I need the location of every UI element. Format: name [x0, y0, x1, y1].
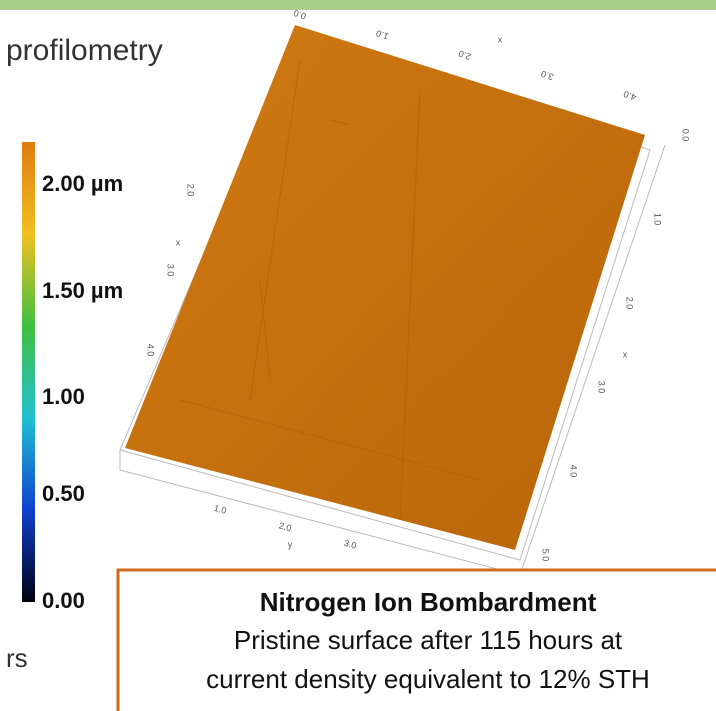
axis-tick-label: 3.0 — [597, 381, 607, 394]
axis-tick-label: 4.0 — [622, 89, 637, 103]
header-title: profilometry — [6, 34, 163, 67]
axis-tick-label: 5.0 — [541, 549, 551, 562]
axis-tick-label: 2.0 — [186, 184, 196, 197]
colorbar-label: 2.00 µm — [42, 171, 123, 196]
caption-title: Nitrogen Ion Bombardment — [260, 587, 597, 617]
colorbar-labels: 2.00 µm 1.50 µm 1.00 0.50 0.00 — [42, 171, 123, 613]
axis-tick-label: 3.0 — [166, 264, 176, 277]
axis-tick-label: 2.0 — [457, 48, 472, 62]
slide: profilometry 2.00 µm1.50 µm1.000.500.00 … — [0, 0, 716, 711]
top-band — [0, 0, 716, 10]
axis-tick-label: 3.0 — [343, 538, 358, 551]
axis-tick-label: 2.0 — [278, 520, 293, 533]
colorbar-label: 1.50 µm — [42, 278, 123, 303]
colorbar-label: 1.00 — [42, 384, 85, 409]
colorbar-label: 0.00 — [42, 588, 85, 613]
colorbar — [22, 142, 35, 602]
axis-tick-label: 0.0 — [681, 129, 691, 142]
caption-line: Pristine surface after 115 hours at — [234, 625, 623, 655]
footer-fragment: rs — [6, 643, 28, 673]
axis-name: y — [288, 539, 293, 549]
axis-tick-label: 4.0 — [569, 465, 579, 478]
axis-tick-label: 1.0 — [653, 213, 663, 226]
axis-tick-label: 1.0 — [213, 503, 228, 516]
colorbar-label: 0.50 — [42, 481, 85, 506]
axis-tick-label: 4.0 — [146, 344, 156, 357]
axis-name: x — [498, 34, 503, 44]
axis-name: x — [623, 349, 628, 359]
caption-line: current density equivalent to 12% STH — [206, 664, 650, 694]
axis-tick-label: 2.0 — [625, 297, 635, 310]
surface-render — [125, 25, 645, 550]
axis-tick-label: 3.0 — [540, 68, 555, 82]
axis-tick-label: 1.0 — [375, 28, 390, 42]
axis-name: x — [176, 237, 181, 247]
